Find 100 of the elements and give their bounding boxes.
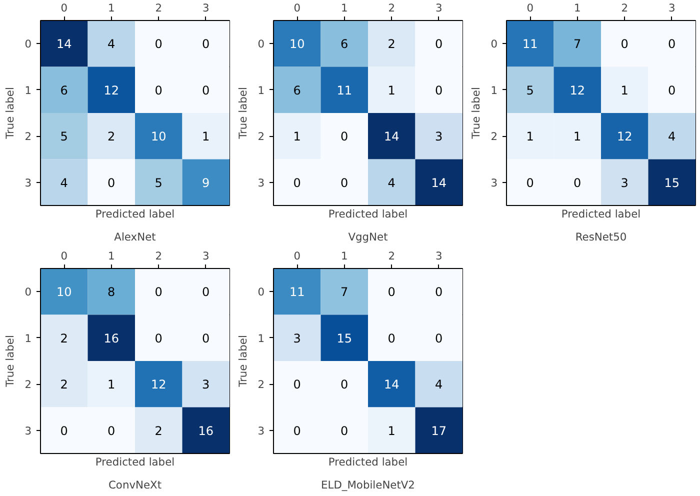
data-label: 0 (340, 176, 348, 190)
data-label: 14 (56, 37, 72, 52)
data-label: 10 (289, 37, 305, 52)
data-label: 0 (388, 331, 396, 346)
x-tick-label: 2 (155, 2, 162, 14)
y-tick-label: 3 (258, 176, 264, 190)
data-label: 0 (154, 285, 162, 300)
data-label: 2 (108, 130, 116, 144)
x-tick-label: 3 (668, 2, 676, 14)
x-tick-label: 1 (108, 2, 115, 14)
x-tick-label: 3 (202, 2, 210, 14)
data-label: 12 (150, 378, 166, 392)
x-tick-label: 1 (574, 2, 581, 14)
data-label: 0 (202, 285, 210, 300)
data-label: 16 (198, 424, 214, 438)
data-label: 5 (154, 176, 162, 190)
data-label: 3 (293, 331, 301, 346)
data-label: 0 (293, 424, 301, 438)
y-tick-label: 2 (24, 130, 32, 144)
text: ConvNeXt (108, 478, 162, 492)
data-label: 2 (154, 424, 162, 438)
x-tick-label: 0 (294, 2, 301, 14)
data-label: 10 (150, 130, 166, 144)
data-label: 0 (154, 83, 162, 98)
data-label: 0 (435, 285, 443, 300)
y-tick-label: 2 (24, 378, 32, 392)
data-label: 0 (202, 83, 210, 98)
x-axis-title: Predicted label (328, 456, 408, 468)
y-tick-label: 2 (490, 130, 498, 144)
data-label: 0 (388, 285, 396, 300)
data-label: 12 (570, 83, 586, 98)
data-label: 1 (108, 378, 116, 392)
data-label: 0 (60, 424, 68, 438)
data-label: 0 (526, 176, 534, 190)
data-label: 0 (154, 331, 162, 346)
data-label: 5 (526, 83, 534, 98)
y-tick-label: 3 (490, 176, 498, 190)
x-tick-label: 0 (294, 250, 301, 262)
data-label: 0 (620, 37, 628, 52)
data-label: 14 (384, 130, 400, 144)
data-label: 1 (202, 130, 210, 144)
data-label: 5 (60, 130, 68, 144)
data-label: 11 (336, 83, 352, 98)
data-label: 6 (340, 37, 348, 52)
y-tick-label: 1 (258, 84, 264, 97)
x-tick-label: 0 (526, 2, 534, 14)
data-label: 16 (104, 331, 120, 346)
y-tick-label: 0 (258, 286, 265, 299)
x-tick-label: 1 (340, 250, 348, 262)
data-label: 15 (336, 331, 352, 346)
x-tick-label: 3 (435, 2, 442, 14)
data-label: 3 (620, 176, 628, 190)
text: ResNet50 (575, 230, 627, 244)
data-label: 2 (388, 37, 396, 52)
data-label: 0 (340, 130, 348, 144)
x-tick-label: 0 (60, 2, 68, 14)
data-label: 9 (202, 176, 210, 190)
y-tick-label: 1 (24, 332, 32, 345)
data-label: 4 (435, 378, 443, 392)
y-tick-label: 0 (490, 38, 498, 51)
data-label: 0 (340, 424, 348, 438)
x-tick-label: 1 (340, 2, 348, 14)
data-label: 7 (340, 285, 348, 300)
data-label: 1 (388, 424, 396, 438)
x-tick-label: 0 (60, 250, 68, 262)
data-label: 0 (108, 176, 116, 190)
data-label: 0 (668, 83, 676, 98)
data-label: 0 (435, 83, 443, 98)
y-axis-title: True label (4, 335, 17, 388)
data-label: 1 (526, 130, 534, 144)
data-label: 0 (202, 331, 210, 346)
data-label: 4 (108, 37, 116, 52)
data-label: 1 (388, 83, 396, 98)
data-label: 11 (522, 37, 538, 52)
data-label: 7 (574, 37, 582, 52)
y-axis-title: True label (236, 87, 250, 140)
y-tick-label: 0 (258, 38, 265, 51)
y-axis-title: True label (236, 335, 250, 388)
x-tick-label: 3 (202, 250, 210, 262)
data-label: 0 (435, 37, 443, 52)
data-label: 14 (431, 176, 447, 190)
data-label: 3 (202, 378, 210, 392)
x-axis-title: Predicted label (95, 208, 175, 220)
data-label: 0 (435, 331, 443, 346)
y-axis-title: True label (4, 87, 17, 140)
data-label: 0 (202, 37, 210, 52)
x-tick-label: 2 (388, 2, 396, 14)
data-label: 4 (388, 176, 396, 190)
y-axis-title: True label (470, 87, 483, 140)
text: VggNet (348, 230, 388, 244)
data-label: 3 (435, 130, 443, 144)
data-label: 0 (293, 176, 301, 190)
data-label: 2 (60, 331, 68, 346)
y-tick-label: 0 (24, 38, 32, 51)
data-label: 1 (574, 130, 582, 144)
x-axis-title: Predicted label (561, 208, 641, 220)
x-axis-title: Predicted label (95, 456, 175, 468)
data-label: 1 (620, 83, 628, 98)
data-label: 6 (60, 83, 68, 98)
y-tick-label: 1 (24, 84, 32, 97)
